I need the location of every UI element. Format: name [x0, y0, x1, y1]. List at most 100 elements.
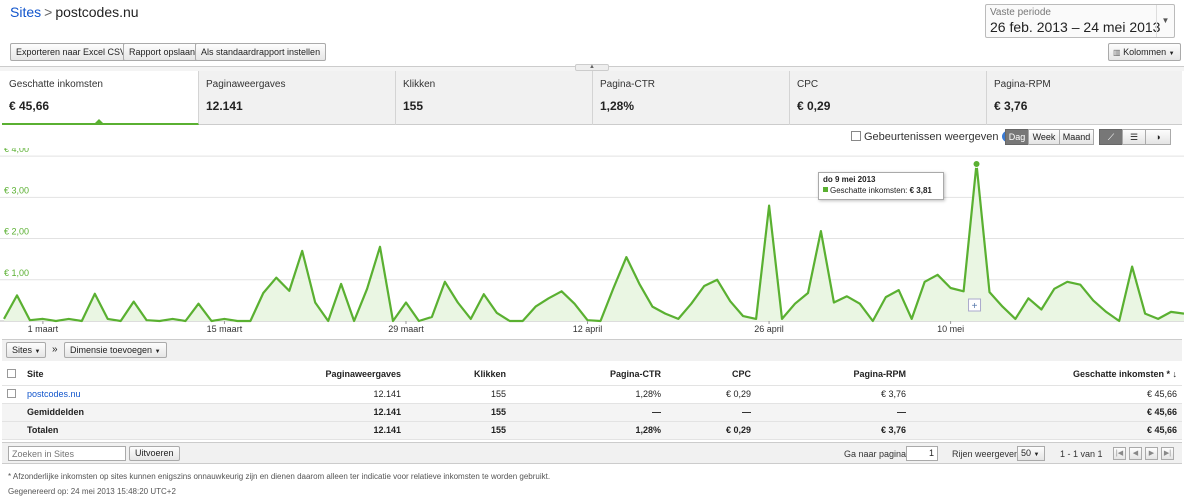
column-header-cpc[interactable]: CPC	[666, 364, 756, 386]
search-input[interactable]	[8, 446, 126, 461]
bar-chart-icon[interactable]: ☰	[1122, 129, 1146, 145]
column-header-clicks[interactable]: Klikken	[406, 364, 511, 386]
breadcrumb-arrow: »	[52, 344, 58, 355]
select-all-cell	[2, 364, 22, 386]
breadcrumb-separator: >	[44, 4, 53, 20]
column-header-estimated-earnings[interactable]: Geschatte inkomsten * ↓	[911, 364, 1182, 386]
earnings-chart: € 1,00 € 2,00 € 3,00 € 4,00 +1 maart 15 maart…	[0, 148, 1184, 338]
dimension-select[interactable]: Sites ▼	[6, 342, 47, 358]
granularity-week-button[interactable]: Week	[1028, 129, 1060, 145]
add-annotation-plus: +	[972, 301, 978, 312]
show-events-toggle[interactable]: Gebeurtenissen weergeven?	[851, 131, 1013, 143]
table-cell: —	[756, 403, 911, 422]
metric-tab-cpc[interactable]: CPC € 0,29	[790, 71, 987, 125]
column-header-label: Geschatte inkomsten *	[1072, 369, 1170, 380]
site-link[interactable]: postcodes.nu	[27, 389, 81, 399]
metric-tab-clicks[interactable]: Klikken 155	[396, 71, 593, 125]
events-checkbox[interactable]	[851, 131, 861, 141]
save-report-button[interactable]: Rapport opslaan	[123, 43, 202, 61]
rows-per-page-select[interactable]: 50 ▼	[1017, 446, 1045, 461]
report-table: Site Paginaweergaves Klikken Pagina-CTR …	[2, 364, 1182, 440]
breadcrumb-sites-link[interactable]: Sites	[10, 4, 42, 20]
columns-icon: ▥	[1113, 48, 1121, 57]
metric-title: Geschatte inkomsten	[9, 79, 103, 90]
export-csv-button[interactable]: Exporteren naar Excel CSV	[10, 43, 133, 61]
granularity-day-button[interactable]: Dag	[1005, 129, 1029, 145]
table-cell: —	[511, 403, 666, 422]
metric-tab-page-ctr[interactable]: Pagina-CTR 1,28%	[593, 71, 790, 125]
columns-label: Kolommen	[1123, 47, 1167, 57]
metric-tab-page-rpm[interactable]: Pagina-RPM € 3,76	[987, 71, 1182, 125]
next-page-icon[interactable]: ▶	[1145, 447, 1158, 460]
data-point-highlight[interactable]	[972, 159, 981, 168]
generated-timestamp: Gegenereerd op: 24 mei 2013 15:48:20 UTC…	[8, 487, 176, 496]
table-cell: 1,28%	[511, 385, 666, 404]
granularity-month-button[interactable]: Maand	[1059, 129, 1094, 145]
averages-row: Gemiddelden 12.141 155 — — — € 45,66	[2, 403, 1182, 422]
prev-page-icon[interactable]: ◀	[1129, 447, 1142, 460]
footnote: * Afzonderlijke inkomsten op sites kunne…	[8, 472, 551, 481]
row-checkbox[interactable]	[7, 388, 16, 398]
table-cell: € 0,29	[666, 385, 756, 404]
column-header-page-ctr[interactable]: Pagina-CTR	[511, 364, 666, 386]
metric-value: 155	[403, 99, 424, 113]
rows-per-page-label: Rijen weergeven:	[952, 449, 1022, 459]
row-checkbox-cell	[2, 385, 22, 404]
chevron-down-icon[interactable]: ▼	[1156, 5, 1174, 37]
goto-page-label: Ga naar pagina:	[844, 449, 909, 459]
date-range-value: 26 feb. 2013 – 24 mei 2013	[990, 19, 1161, 35]
series-area	[4, 164, 1184, 321]
metric-tabs: Geschatte inkomsten € 45,66 Paginaweerga…	[2, 71, 1182, 125]
metric-title: Pagina-RPM	[994, 79, 1051, 90]
metric-value: € 0,29	[797, 99, 831, 113]
tooltip-value: € 3,81	[909, 186, 932, 195]
metric-title: Klikken	[403, 79, 436, 90]
collapse-handle-icon[interactable]: ▲	[575, 64, 609, 71]
series-line	[3, 162, 1184, 323]
table-cell: 155	[406, 403, 511, 422]
series-swatch	[823, 187, 828, 192]
metric-title: CPC	[797, 79, 819, 90]
page-number-input[interactable]: 1	[906, 446, 938, 461]
breadcrumb: Sites > postcodes.nu	[10, 4, 139, 20]
column-header-page-views[interactable]: Paginaweergaves	[197, 364, 406, 386]
row-label: Totalen	[22, 421, 197, 440]
select-all-checkbox[interactable]	[7, 368, 16, 378]
panel-splitter[interactable]: ▲	[0, 64, 1184, 71]
x-tick-label: 15 maart	[207, 324, 243, 334]
pagination-range: 1 - 1 van 1	[1060, 449, 1103, 459]
date-range-picker[interactable]: Vaste periode 26 feb. 2013 – 24 mei 2013…	[985, 4, 1175, 38]
metric-value: € 3,76	[994, 99, 1028, 113]
metric-value: 1,28%	[600, 99, 635, 113]
run-search-button[interactable]: Uitvoeren	[129, 446, 180, 461]
metric-title: Pagina-CTR	[600, 79, 656, 90]
events-label: Gebeurtenissen weergeven	[864, 131, 999, 143]
metric-value: € 45,66	[9, 99, 50, 113]
earnings-chart-svg: € 1,00 € 2,00 € 3,00 € 4,00 +1 maart 15 maart…	[0, 148, 1184, 334]
empty-cell	[2, 403, 22, 422]
table-cell: € 45,66	[911, 385, 1182, 404]
table-row: postcodes.nu 12.141 155 1,28% € 0,29 € 3…	[2, 385, 1182, 404]
last-page-icon[interactable]: ▶|	[1161, 447, 1174, 460]
add-annotation-icon[interactable]	[968, 298, 982, 312]
table-cell: € 45,66	[911, 421, 1182, 440]
dimension-select-label: Sites	[12, 345, 33, 355]
empty-cell	[2, 421, 22, 440]
site-cell: postcodes.nu	[22, 385, 197, 404]
first-page-icon[interactable]: |◀	[1113, 447, 1126, 460]
sort-down-icon: ↓	[1172, 369, 1178, 380]
columns-button[interactable]: ▥ Kolommen ▼	[1108, 43, 1181, 61]
column-header-page-rpm[interactable]: Pagina-RPM	[756, 364, 911, 386]
add-dimension-label: Dimensie toevoegen	[70, 345, 153, 355]
pie-chart-icon[interactable]: ◑	[1145, 129, 1171, 145]
metric-tab-estimated-earnings[interactable]: Geschatte inkomsten € 45,66	[2, 71, 199, 125]
set-default-report-button[interactable]: Als standaardrapport instellen	[195, 43, 327, 61]
x-tick-label: 1 maart	[28, 324, 59, 334]
add-dimension-button[interactable]: Dimensie toevoegen ▼	[64, 342, 167, 358]
metric-tab-page-views[interactable]: Paginaweergaves 12.141	[199, 71, 396, 125]
table-toolbar: Sites ▼ » Dimensie toevoegen ▼	[2, 339, 1182, 361]
rows-per-page-value: 50	[1021, 448, 1032, 458]
line-chart-icon[interactable]: ⟋	[1099, 129, 1123, 145]
column-header-site[interactable]: Site	[22, 364, 197, 386]
